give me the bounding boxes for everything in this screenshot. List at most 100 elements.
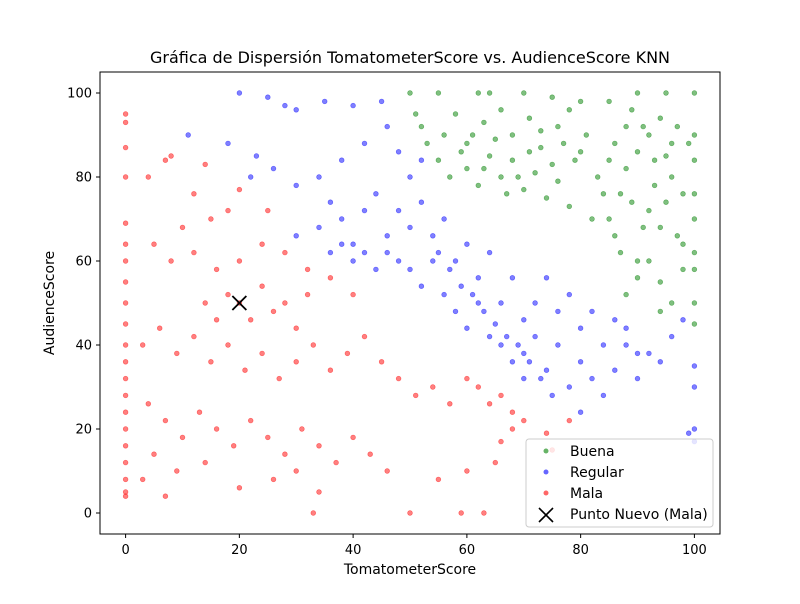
data-point-regular xyxy=(589,375,595,382)
data-point-buena xyxy=(612,140,618,147)
data-point-buena xyxy=(623,165,629,172)
data-point-regular xyxy=(236,90,243,96)
legend-marker-buena xyxy=(543,448,549,454)
x-axis-ticks: 0 20 40 60 80 100 xyxy=(121,534,707,558)
x-axis-label: TomatometerScore xyxy=(343,562,476,578)
data-point-mala xyxy=(179,434,186,441)
series-buena xyxy=(407,90,698,327)
data-point-regular xyxy=(407,266,413,273)
data-point-regular xyxy=(612,317,618,323)
data-point-buena xyxy=(691,300,698,306)
data-point-buena xyxy=(691,132,698,138)
data-point-buena xyxy=(498,107,504,113)
data-point-regular xyxy=(225,140,231,147)
data-point-regular xyxy=(395,207,402,214)
data-point-buena xyxy=(680,191,686,197)
data-point-buena xyxy=(464,165,470,172)
data-point-mala xyxy=(481,510,487,516)
data-point-mala xyxy=(447,401,453,407)
data-point-regular xyxy=(248,174,254,180)
data-point-buena xyxy=(685,140,692,147)
data-point-mala xyxy=(521,417,527,424)
y-tick-label: 0 xyxy=(84,507,92,522)
data-point-mala xyxy=(384,468,390,474)
data-point-regular xyxy=(526,359,533,365)
data-point-mala xyxy=(270,476,277,483)
legend-item-regular: Regular xyxy=(543,465,624,481)
data-point-buena xyxy=(691,249,698,256)
data-point-mala xyxy=(282,300,288,306)
data-point-mala xyxy=(168,258,174,264)
data-point-regular xyxy=(691,384,698,390)
data-point-regular xyxy=(691,426,698,432)
y-tick-label: 40 xyxy=(75,339,92,354)
data-point-regular xyxy=(600,342,607,348)
data-point-mala xyxy=(350,434,356,441)
data-point-regular xyxy=(253,153,260,159)
y-axis-label: AudienceScore xyxy=(42,251,58,355)
data-point-buena xyxy=(657,279,663,285)
data-point-mala xyxy=(492,459,498,466)
data-point-buena xyxy=(504,191,510,197)
data-point-buena xyxy=(469,132,476,138)
data-point-buena xyxy=(691,90,698,96)
data-point-buena xyxy=(657,115,663,121)
data-point-buena xyxy=(657,308,663,315)
y-tick-label: 100 xyxy=(67,87,92,102)
data-point-mala xyxy=(270,308,277,315)
data-point-buena xyxy=(521,186,527,193)
data-point-buena xyxy=(612,233,618,239)
data-point-mala xyxy=(333,459,339,466)
data-point-regular xyxy=(384,249,390,256)
data-point-buena xyxy=(521,90,527,96)
data-point-regular xyxy=(464,241,470,247)
data-point-buena xyxy=(509,132,516,138)
data-point-mala xyxy=(151,451,157,457)
data-point-buena xyxy=(617,191,624,197)
data-point-mala xyxy=(225,291,231,298)
data-point-mala xyxy=(122,241,129,247)
data-point-regular xyxy=(646,350,652,357)
data-point-buena xyxy=(651,182,658,189)
data-point-buena xyxy=(458,149,464,155)
data-point-regular xyxy=(623,325,629,331)
data-point-regular xyxy=(378,98,385,105)
data-point-mala xyxy=(202,300,208,306)
data-point-mala xyxy=(122,144,129,151)
data-point-buena xyxy=(668,140,675,147)
data-point-regular xyxy=(509,359,516,365)
data-point-regular xyxy=(407,224,413,231)
data-point-regular xyxy=(293,233,299,239)
data-point-buena xyxy=(407,90,413,96)
new-point-layer xyxy=(231,295,247,311)
data-point-regular xyxy=(498,300,504,306)
data-point-buena xyxy=(413,111,419,117)
data-point-mala xyxy=(231,443,237,449)
data-point-mala xyxy=(282,451,288,457)
data-point-regular xyxy=(486,333,493,340)
data-point-regular xyxy=(339,216,345,222)
data-point-regular xyxy=(515,342,521,348)
data-point-mala xyxy=(162,157,169,163)
data-point-buena xyxy=(481,165,487,172)
data-point-mala xyxy=(367,451,373,457)
data-point-mala xyxy=(259,241,265,247)
data-point-buena xyxy=(606,157,612,163)
data-point-regular xyxy=(373,266,379,273)
data-point-regular xyxy=(293,182,299,189)
data-point-mala xyxy=(316,443,322,449)
data-point-regular xyxy=(475,275,481,281)
data-point-buena xyxy=(629,199,635,205)
series-regular xyxy=(185,90,698,445)
data-point-regular xyxy=(521,375,527,382)
data-point-mala xyxy=(174,468,180,474)
data-point-regular xyxy=(521,350,527,357)
data-point-mala xyxy=(486,401,493,407)
data-point-regular xyxy=(384,233,390,239)
data-point-mala xyxy=(122,342,129,348)
data-point-buena xyxy=(452,111,459,117)
x-tick-label: 40 xyxy=(345,543,362,558)
data-point-mala xyxy=(509,409,516,415)
data-point-regular xyxy=(549,392,555,399)
